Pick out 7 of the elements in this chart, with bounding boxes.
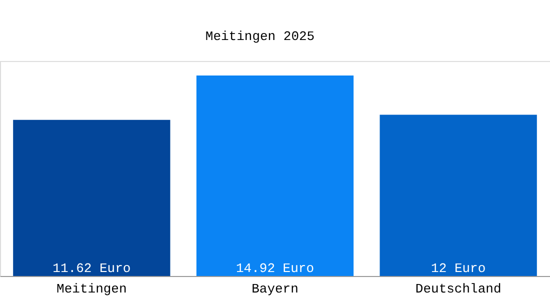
data-label: 11.62 Euro <box>52 261 131 276</box>
x-tick-label: Meitingen <box>56 282 127 296</box>
x-tick-label: Deutschland <box>415 282 502 296</box>
data-label: 12 Euro <box>431 261 486 276</box>
chart-title: Meitingen 2025 <box>205 29 315 44</box>
x-tick-label: Bayern <box>252 282 298 296</box>
data-label: 14.92 Euro <box>236 261 314 276</box>
